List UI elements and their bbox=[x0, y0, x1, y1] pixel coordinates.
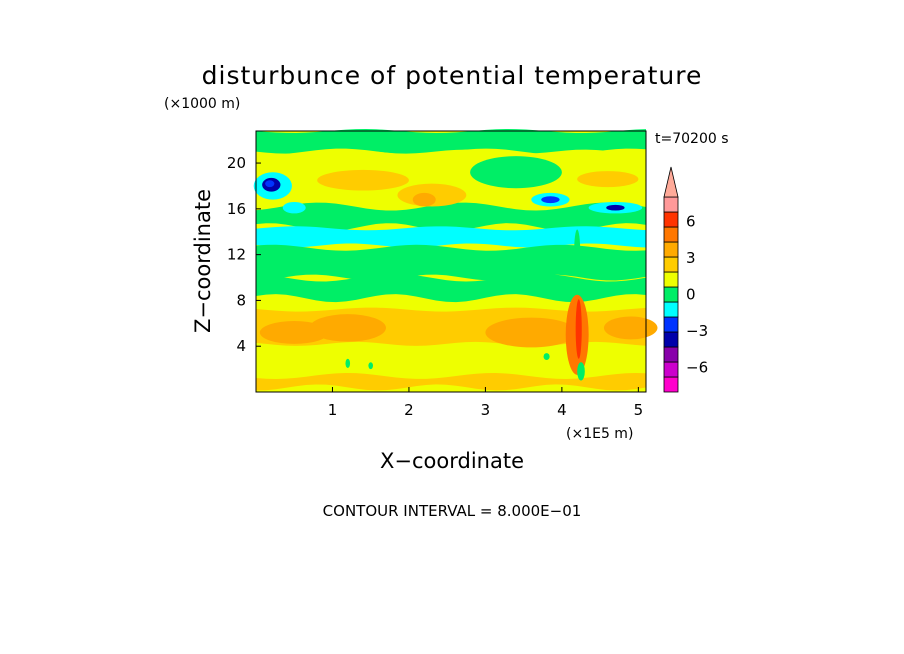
x-tick-label: 3 bbox=[481, 401, 491, 419]
y-tick-label: 8 bbox=[236, 291, 246, 309]
colorbar-label: −6 bbox=[686, 359, 708, 377]
colorbar-level bbox=[663, 271, 679, 288]
y-tick-label: 4 bbox=[236, 337, 246, 355]
colorbar-level bbox=[663, 376, 679, 393]
colorbar-label: 3 bbox=[686, 249, 696, 267]
y-tick-label: 16 bbox=[227, 200, 246, 218]
colorbar-level bbox=[663, 211, 679, 228]
colorbar-level bbox=[663, 196, 679, 213]
contour-region bbox=[470, 156, 562, 189]
contour-region bbox=[603, 316, 658, 340]
colorbar-label: −3 bbox=[686, 322, 708, 340]
contour-interval-label: CONTOUR INTERVAL = 8.000E−01 bbox=[323, 502, 582, 520]
contour-region bbox=[345, 358, 351, 368]
plot-frame bbox=[255, 130, 647, 393]
x-tick-label: 1 bbox=[328, 401, 338, 419]
x-axis-label: X−coordinate bbox=[380, 449, 524, 473]
contour-region bbox=[606, 204, 625, 211]
contour-region bbox=[368, 362, 373, 370]
contour-field bbox=[253, 129, 658, 392]
colorbar: 6 3 0 −3 −6 bbox=[663, 166, 708, 393]
time-label: t=70200 s bbox=[655, 131, 729, 147]
colorbar-level bbox=[663, 346, 679, 363]
y-tick-label: 20 bbox=[227, 154, 246, 172]
contour-region bbox=[577, 171, 639, 188]
colorbar-level bbox=[663, 301, 679, 318]
contour-region bbox=[485, 317, 578, 348]
contour-region bbox=[543, 353, 550, 360]
contour-region bbox=[577, 362, 585, 381]
contour-region bbox=[575, 299, 582, 359]
y-tick-label: 12 bbox=[227, 246, 246, 264]
colorbar-level bbox=[663, 241, 679, 258]
contour-region bbox=[309, 314, 386, 342]
contour-region bbox=[412, 192, 436, 207]
y-axis-ticks: 4 8 12 16 20 bbox=[227, 154, 261, 355]
contour-region bbox=[265, 180, 275, 188]
contour-band bbox=[256, 244, 646, 281]
colorbar-level bbox=[663, 256, 679, 273]
contour-band bbox=[256, 273, 646, 303]
x-tick-label: 2 bbox=[404, 401, 414, 419]
y-axis-label: Z−coordinate bbox=[191, 189, 215, 333]
colorbar-label: 0 bbox=[686, 286, 696, 304]
colorbar-level bbox=[663, 286, 679, 303]
x-axis-unit: (×1E5 m) bbox=[566, 426, 633, 442]
colorbar-level bbox=[663, 226, 679, 243]
contour-band bbox=[256, 226, 646, 248]
contour-region bbox=[541, 196, 560, 204]
contour-band bbox=[256, 372, 646, 391]
colorbar-label: 6 bbox=[686, 212, 696, 230]
x-axis-ticks: 1 2 3 4 5 bbox=[328, 387, 643, 419]
contour-region bbox=[574, 229, 581, 276]
contour-region bbox=[317, 169, 409, 191]
chart-title: disturbunce of potential temperature bbox=[202, 61, 703, 90]
contour-region bbox=[282, 201, 306, 214]
colorbar-top-arrow bbox=[663, 166, 679, 198]
colorbar-level bbox=[663, 361, 679, 378]
colorbar-level bbox=[663, 331, 679, 348]
x-tick-label: 4 bbox=[557, 401, 567, 419]
contour-band bbox=[256, 129, 646, 154]
contour-band bbox=[256, 202, 646, 232]
x-tick-label: 5 bbox=[634, 401, 644, 419]
y-axis-unit: (×1000 m) bbox=[164, 96, 240, 112]
colorbar-level bbox=[663, 316, 679, 333]
